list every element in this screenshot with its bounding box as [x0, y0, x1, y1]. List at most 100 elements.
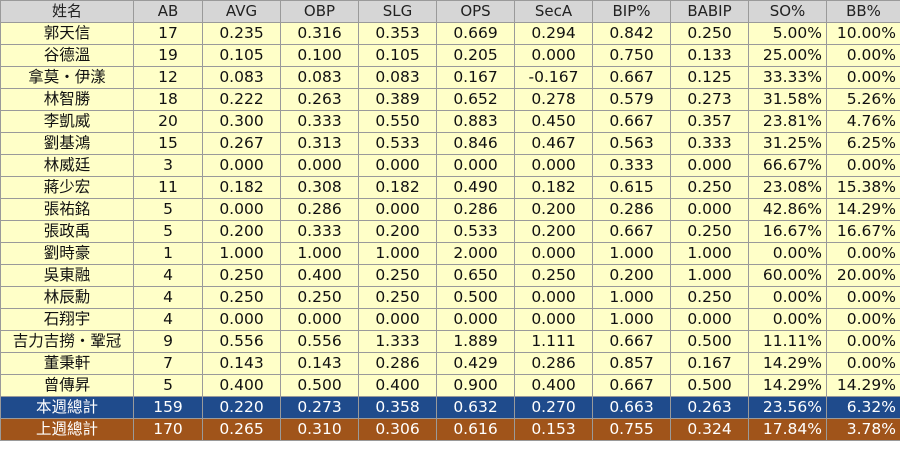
cell-ops: 0.205: [436, 44, 515, 67]
table-row: 林辰勳 4 0.250 0.250 0.250 0.500 0.000 1.000 0.250 0…: [0, 286, 900, 309]
cell-slg: 0.533: [358, 132, 437, 155]
cell-obp: 0.400: [280, 264, 359, 287]
header-seca[interactable]: SecA: [514, 0, 593, 23]
cell-slg: 0.000: [358, 308, 437, 331]
cell-slg: 0.400: [358, 374, 437, 397]
cell-obp: 0.333: [280, 220, 359, 243]
table-row: 劉基鴻 15 0.267 0.313 0.533 0.846 0.467 0.563 0.333…: [0, 132, 900, 155]
cell-ops: 0.429: [436, 352, 515, 375]
table-row: 張祐銘 5 0.000 0.286 0.000 0.286 0.200 0.286 0.000 4…: [0, 198, 900, 221]
cell-avg: 0.222: [202, 88, 281, 111]
cell-bip-pct: 0.667: [592, 330, 671, 353]
cell-babip: 0.273: [670, 88, 749, 111]
cell-name: 石翔宇: [0, 308, 134, 331]
cell-seca: 0.000: [514, 44, 593, 67]
cell-slg: 0.250: [358, 286, 437, 309]
cell-slg: 0.353: [358, 22, 437, 45]
cell-obp: 0.316: [280, 22, 359, 45]
cell-slg: 0.389: [358, 88, 437, 111]
cell-bb-pct: 0.00%: [826, 286, 900, 309]
cell-obp: 0.500: [280, 374, 359, 397]
cell-so-pct: 31.25%: [748, 132, 827, 155]
cell-seca: -0.167: [514, 66, 593, 89]
cell-ab: 15: [133, 132, 203, 155]
cell-avg: 0.267: [202, 132, 281, 155]
cell-seca: 0.400: [514, 374, 593, 397]
cell-bip-pct: 1.000: [592, 242, 671, 265]
cell-ops: 0.490: [436, 176, 515, 199]
table-row: 蔣少宏 11 0.182 0.308 0.182 0.490 0.182 0.615 0.250…: [0, 176, 900, 199]
cell-slg: 0.000: [358, 154, 437, 177]
cell-seca: 0.286: [514, 352, 593, 375]
cell-avg: 0.300: [202, 110, 281, 133]
total-cell-avg: 0.220: [202, 396, 281, 419]
header-babip[interactable]: BABIP: [670, 0, 749, 23]
header-row: 姓名 AB AVG OBP SLG OPS SecA BIP% BABIP SO…: [0, 0, 900, 23]
total-cell-obp: 0.273: [280, 396, 359, 419]
header-ops[interactable]: OPS: [436, 0, 515, 23]
total-cell-ops: 0.616: [436, 418, 515, 441]
cell-name: 拿莫・伊漾: [0, 66, 134, 89]
cell-babip: 0.125: [670, 66, 749, 89]
cell-bb-pct: 0.00%: [826, 242, 900, 265]
cell-babip: 0.250: [670, 176, 749, 199]
cell-seca: 0.182: [514, 176, 593, 199]
cell-ab: 17: [133, 22, 203, 45]
cell-bb-pct: 4.76%: [826, 110, 900, 133]
cell-babip: 1.000: [670, 242, 749, 265]
total-cell-seca: 0.153: [514, 418, 593, 441]
cell-slg: 0.250: [358, 264, 437, 287]
total-cell-babip: 0.263: [670, 396, 749, 419]
total-cell-bip-pct: 0.755: [592, 418, 671, 441]
table-row: 吉力吉撈・鞏冠 9 0.556 0.556 1.333 1.889 1.111 0.667 0.…: [0, 330, 900, 353]
total-cell-name: 上週總計: [0, 418, 134, 441]
cell-so-pct: 11.11%: [748, 330, 827, 353]
header-name[interactable]: 姓名: [0, 0, 134, 23]
cell-name: 董秉軒: [0, 352, 134, 375]
cell-bb-pct: 0.00%: [826, 352, 900, 375]
cell-ab: 18: [133, 88, 203, 111]
cell-ops: 0.000: [436, 308, 515, 331]
cell-so-pct: 42.86%: [748, 198, 827, 221]
table-row: 拿莫・伊漾 12 0.083 0.083 0.083 0.167 -0.167 0.667 0.…: [0, 66, 900, 89]
header-bip-pct[interactable]: BIP%: [592, 0, 671, 23]
cell-avg: 0.000: [202, 308, 281, 331]
cell-name: 張祐銘: [0, 198, 134, 221]
cell-ops: 0.846: [436, 132, 515, 155]
cell-bip-pct: 1.000: [592, 286, 671, 309]
cell-slg: 0.200: [358, 220, 437, 243]
header-bb-pct[interactable]: BB%: [826, 0, 900, 23]
header-so-pct[interactable]: SO%: [748, 0, 827, 23]
cell-seca: 0.000: [514, 286, 593, 309]
header-ab[interactable]: AB: [133, 0, 203, 23]
header-slg[interactable]: SLG: [358, 0, 437, 23]
cell-avg: 0.000: [202, 198, 281, 221]
cell-ops: 0.286: [436, 198, 515, 221]
cell-bb-pct: 0.00%: [826, 44, 900, 67]
cell-avg: 0.083: [202, 66, 281, 89]
header-avg[interactable]: AVG: [202, 0, 281, 23]
cell-avg: 0.250: [202, 264, 281, 287]
cell-bb-pct: 6.25%: [826, 132, 900, 155]
cell-ab: 19: [133, 44, 203, 67]
header-obp[interactable]: OBP: [280, 0, 359, 23]
cell-avg: 0.143: [202, 352, 281, 375]
cell-obp: 1.000: [280, 242, 359, 265]
cell-so-pct: 16.67%: [748, 220, 827, 243]
total-cell-ops: 0.632: [436, 396, 515, 419]
cell-so-pct: 23.81%: [748, 110, 827, 133]
cell-so-pct: 60.00%: [748, 264, 827, 287]
cell-obp: 0.286: [280, 198, 359, 221]
cell-avg: 0.000: [202, 154, 281, 177]
cell-so-pct: 14.29%: [748, 374, 827, 397]
cell-name: 李凱威: [0, 110, 134, 133]
cell-ab: 4: [133, 286, 203, 309]
cell-seca: 0.450: [514, 110, 593, 133]
cell-seca: 0.200: [514, 198, 593, 221]
cell-seca: 0.000: [514, 242, 593, 265]
cell-slg: 0.286: [358, 352, 437, 375]
cell-bb-pct: 5.26%: [826, 88, 900, 111]
cell-avg: 1.000: [202, 242, 281, 265]
total-cell-babip: 0.324: [670, 418, 749, 441]
cell-ops: 0.900: [436, 374, 515, 397]
